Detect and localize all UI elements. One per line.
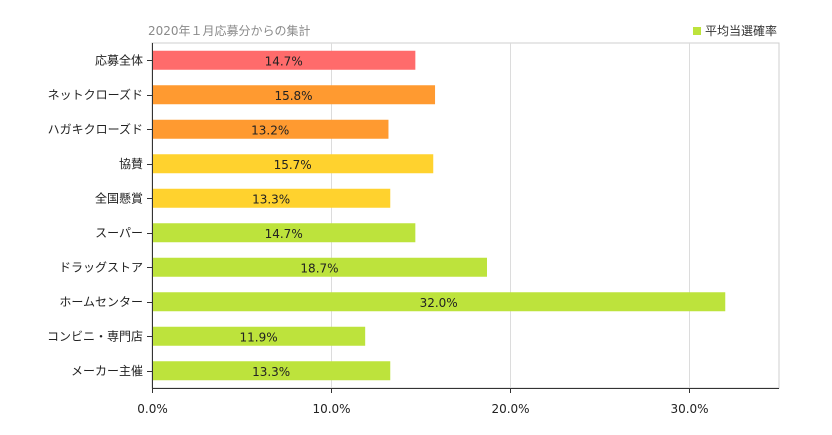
category-label: ホームセンター — [59, 295, 143, 309]
bar — [153, 85, 436, 105]
bar — [153, 257, 487, 277]
category-label: コンビニ・専門店 — [47, 329, 143, 343]
category-label: ネットクローズド — [48, 87, 143, 102]
x-tick-label: 0.0% — [137, 402, 168, 416]
bar — [153, 223, 416, 243]
category-label: 全国懸賞 — [95, 190, 143, 205]
value-label: 18.7% — [300, 261, 338, 275]
value-label: 13.3% — [252, 192, 290, 206]
x-tick-label: 20.0% — [491, 402, 529, 416]
bar — [153, 119, 389, 139]
value-label: 15.7% — [274, 158, 312, 172]
x-tick-label: 10.0% — [312, 402, 350, 416]
value-label: 13.2% — [251, 123, 289, 137]
bar — [153, 361, 391, 381]
category-label: スーパー — [95, 226, 143, 240]
category-label: メーカー主催 — [71, 364, 143, 378]
legend: 平均当選確率 — [693, 22, 777, 39]
bar — [153, 154, 434, 174]
x-tick-label: 30.0% — [670, 402, 708, 416]
legend-swatch — [693, 26, 701, 35]
value-label: 15.8% — [274, 89, 312, 103]
chart-subtitle: 2020年１月応募分からの集計 — [148, 24, 311, 38]
value-label: 11.9% — [240, 330, 278, 344]
category-label: ハガキクローズド — [48, 121, 143, 136]
value-label: 14.7% — [265, 54, 303, 68]
category-label: ドラッグストア — [59, 260, 143, 274]
value-label: 14.7% — [265, 227, 303, 241]
legend-label: 平均当選確率 — [705, 24, 778, 38]
bar — [153, 326, 366, 346]
value-label: 32.0% — [420, 296, 458, 310]
category-label: 応募全体 — [95, 52, 143, 67]
bar — [153, 292, 726, 312]
category-label: 協賛 — [119, 156, 143, 171]
bar — [153, 50, 416, 70]
value-label: 13.3% — [252, 365, 290, 379]
bar — [153, 188, 391, 208]
